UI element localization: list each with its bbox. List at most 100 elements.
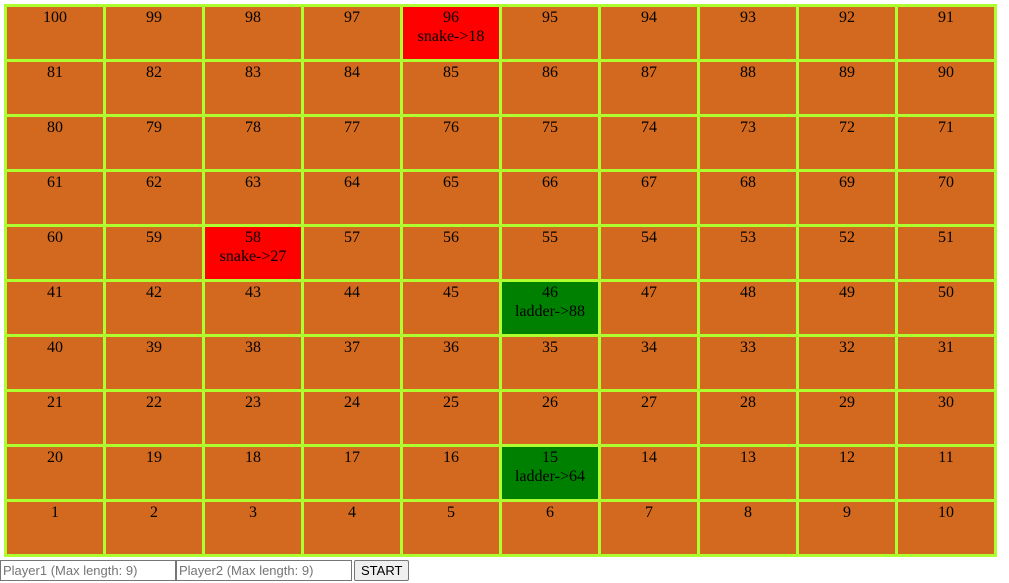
board-cell: 62	[103, 169, 205, 227]
board-cell: 74	[598, 114, 700, 172]
cell-number: 8	[744, 504, 752, 521]
player1-name-input[interactable]	[0, 559, 176, 581]
board-row: 60 59 58 snake->27 57 56 55 54 53 52 51	[4, 224, 997, 282]
cell-number: 49	[839, 284, 855, 301]
board-cell: 72	[796, 114, 898, 172]
board-cell: 84	[301, 59, 403, 117]
cell-number: 45	[443, 284, 459, 301]
cell-number: 30	[938, 394, 954, 411]
cell-number: 69	[839, 174, 855, 191]
board-cell: 47	[598, 279, 700, 337]
board-row: 21 22 23 24 25 26 27 28 29 30	[4, 389, 997, 447]
board-cell: 3	[202, 499, 304, 557]
cell-number: 93	[740, 9, 756, 26]
cell-number: 36	[443, 339, 459, 356]
cell-number: 66	[542, 174, 558, 191]
board-row: 41 42 43 44 45 46 ladder->88 47 48 49 50	[4, 279, 997, 337]
cell-number: 9	[843, 504, 851, 521]
cell-number: 83	[245, 64, 261, 81]
cell-number: 42	[146, 284, 162, 301]
board-cell: 21	[4, 389, 106, 447]
board-cell: 45	[400, 279, 502, 337]
board-cell: 7	[598, 499, 700, 557]
cell-number: 43	[245, 284, 261, 301]
cell-number: 13	[740, 449, 756, 466]
cell-number: 15	[542, 449, 558, 466]
board-cell: 57	[301, 224, 403, 282]
cell-number: 5	[447, 504, 455, 521]
board-cell: 81	[4, 59, 106, 117]
board-cell: 19	[103, 444, 205, 502]
board-cell: 9	[796, 499, 898, 557]
cell-number: 61	[47, 174, 63, 191]
board-cell: 59	[103, 224, 205, 282]
board-cell: 98	[202, 4, 304, 62]
cell-number: 68	[740, 174, 756, 191]
cell-number: 73	[740, 119, 756, 136]
board-cell: 67	[598, 169, 700, 227]
board-cell: 66	[499, 169, 601, 227]
cell-number: 50	[938, 284, 954, 301]
board-cell: 12	[796, 444, 898, 502]
cell-number: 44	[344, 284, 360, 301]
board-cell: 60	[4, 224, 106, 282]
board-cell: 40	[4, 334, 106, 392]
board-cell: 93	[697, 4, 799, 62]
board-cell: 99	[103, 4, 205, 62]
board-cell: 89	[796, 59, 898, 117]
cell-number: 38	[245, 339, 261, 356]
board-row: 20 19 18 17 16 15 ladder->64 14 13 12 11	[4, 444, 997, 502]
board-cell: 4	[301, 499, 403, 557]
board-cell: 61	[4, 169, 106, 227]
cell-number: 34	[641, 339, 657, 356]
board-cell: 78	[202, 114, 304, 172]
cell-number: 26	[542, 394, 558, 411]
board-cell: 94	[598, 4, 700, 62]
board-cell-ladder: 15 ladder->64	[499, 444, 601, 502]
cell-number: 6	[546, 504, 554, 521]
cell-number: 4	[348, 504, 356, 521]
board-cell: 13	[697, 444, 799, 502]
cell-number: 37	[344, 339, 360, 356]
board-cell: 85	[400, 59, 502, 117]
cell-number: 52	[839, 229, 855, 246]
cell-number: 1	[51, 504, 59, 521]
board-cell: 97	[301, 4, 403, 62]
board-cell: 20	[4, 444, 106, 502]
cell-number: 62	[146, 174, 162, 191]
player2-name-input[interactable]	[176, 559, 352, 581]
board-cell: 95	[499, 4, 601, 62]
board-cell: 88	[697, 59, 799, 117]
board-cell: 25	[400, 389, 502, 447]
board-cell-ladder: 46 ladder->88	[499, 279, 601, 337]
board-cell: 5	[400, 499, 502, 557]
board-cell-snake: 96 snake->18	[400, 4, 502, 62]
board-cell: 16	[400, 444, 502, 502]
cell-number: 87	[641, 64, 657, 81]
cell-number: 27	[641, 394, 657, 411]
cell-number: 72	[839, 119, 855, 136]
cell-number: 70	[938, 174, 954, 191]
board-cell: 43	[202, 279, 304, 337]
game-board: 100 99 98 97 96 snake->18 95 94 93 92 91 81 82 83 84 85…	[4, 4, 997, 557]
cell-number: 33	[740, 339, 756, 356]
cell-number: 81	[47, 64, 63, 81]
board-cell: 44	[301, 279, 403, 337]
cell-number: 23	[245, 394, 261, 411]
cell-number: 29	[839, 394, 855, 411]
cell-number: 95	[542, 9, 558, 26]
board-cell: 91	[895, 4, 997, 62]
board-row: 100 99 98 97 96 snake->18 95 94 93 92 91	[4, 4, 997, 62]
ladder-label: ladder->88	[514, 303, 585, 320]
cell-number: 79	[146, 119, 162, 136]
cell-number: 46	[542, 284, 558, 301]
board-cell: 76	[400, 114, 502, 172]
board-cell: 64	[301, 169, 403, 227]
board-cell: 55	[499, 224, 601, 282]
board-cell: 48	[697, 279, 799, 337]
cell-number: 98	[245, 9, 261, 26]
cell-number: 60	[47, 229, 63, 246]
cell-number: 94	[641, 9, 657, 26]
start-button[interactable]: START	[354, 559, 410, 581]
board-row: 80 79 78 77 76 75 74 73 72 71	[4, 114, 997, 172]
